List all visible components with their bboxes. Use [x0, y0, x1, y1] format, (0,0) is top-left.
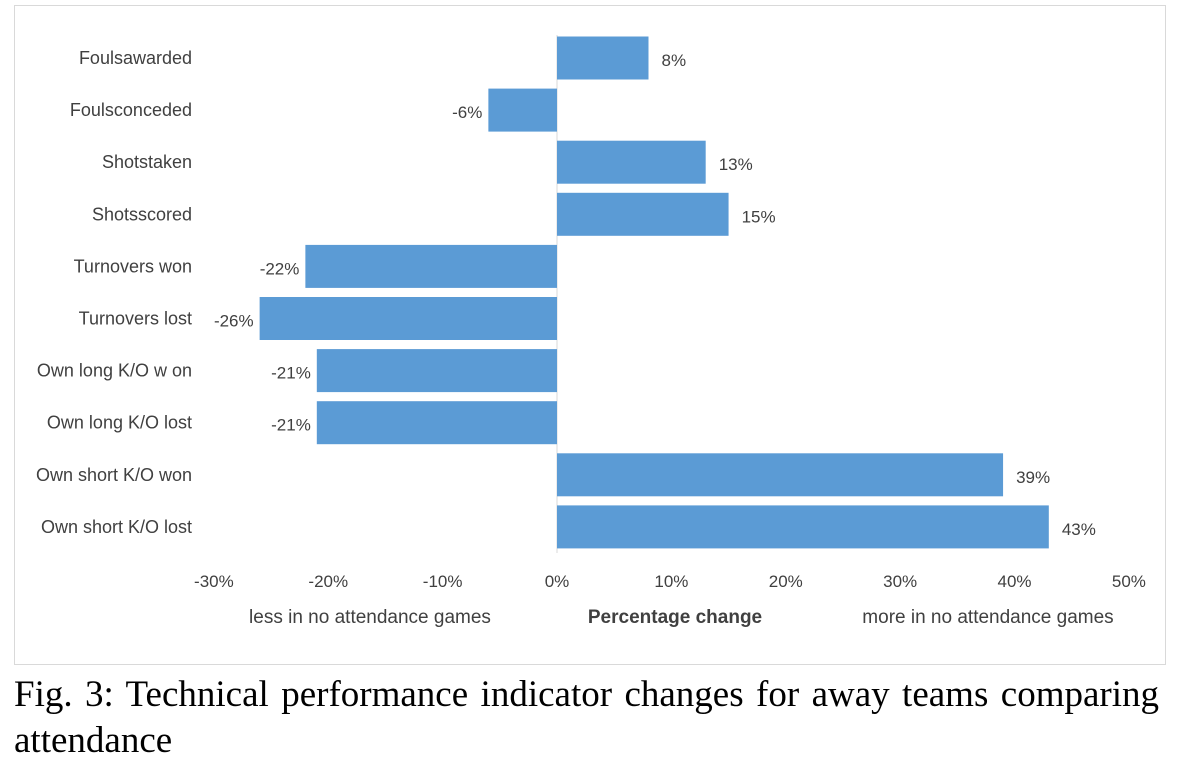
bar — [557, 505, 1049, 549]
bar — [316, 401, 557, 445]
value-label: 43% — [1062, 520, 1096, 539]
category-label: Own short K/O lost — [41, 517, 192, 537]
x-tick-label: 20% — [769, 572, 803, 591]
value-label: -21% — [271, 364, 311, 383]
x-axis-note-left: less in no attendance games — [249, 607, 491, 628]
bar — [316, 349, 557, 393]
bar — [557, 36, 649, 80]
category-label: Turnovers won — [74, 256, 192, 276]
x-tick-label: 50% — [1112, 572, 1146, 591]
bar — [557, 140, 706, 184]
figure-caption: Fig. 3: Technical performance indicator … — [14, 674, 1159, 761]
bar — [305, 244, 557, 288]
bar — [557, 453, 1004, 497]
x-tick-label: 40% — [997, 572, 1031, 591]
bar — [488, 88, 557, 132]
chart-frame — [14, 5, 1166, 665]
bar — [557, 192, 729, 236]
x-axis-note-right: more in no attendance games — [862, 607, 1113, 628]
category-label: Foulsconceded — [70, 100, 192, 120]
category-label: Own short K/O won — [36, 465, 192, 485]
category-label: Shotsscored — [92, 204, 192, 224]
x-tick-label: -10% — [423, 572, 463, 591]
value-label: -6% — [452, 103, 482, 122]
x-tick-label: 30% — [883, 572, 917, 591]
value-label: 15% — [742, 207, 776, 226]
bar-chart: Foulsawarded 8% Foulsconceded -6% Shotstaken… — [36, 35, 1146, 628]
value-label: 13% — [719, 155, 753, 174]
value-label: -26% — [214, 312, 254, 331]
value-label: 8% — [662, 51, 687, 70]
bar — [259, 297, 557, 340]
category-label: Foulsawarded — [79, 48, 192, 68]
x-tick-label: 0% — [545, 572, 570, 591]
category-label: Own long K/O w on — [37, 361, 192, 381]
value-label: -22% — [260, 259, 300, 278]
value-label: -21% — [271, 416, 311, 435]
x-tick-label: -30% — [194, 572, 234, 591]
x-tick-label: 10% — [654, 572, 688, 591]
x-tick-label: -20% — [308, 572, 348, 591]
x-axis-title: Percentage change — [588, 607, 762, 628]
category-label: Turnovers lost — [79, 309, 192, 329]
category-label: Shotstaken — [102, 152, 192, 172]
value-label: 39% — [1016, 468, 1050, 487]
category-label: Own long K/O lost — [47, 413, 192, 433]
